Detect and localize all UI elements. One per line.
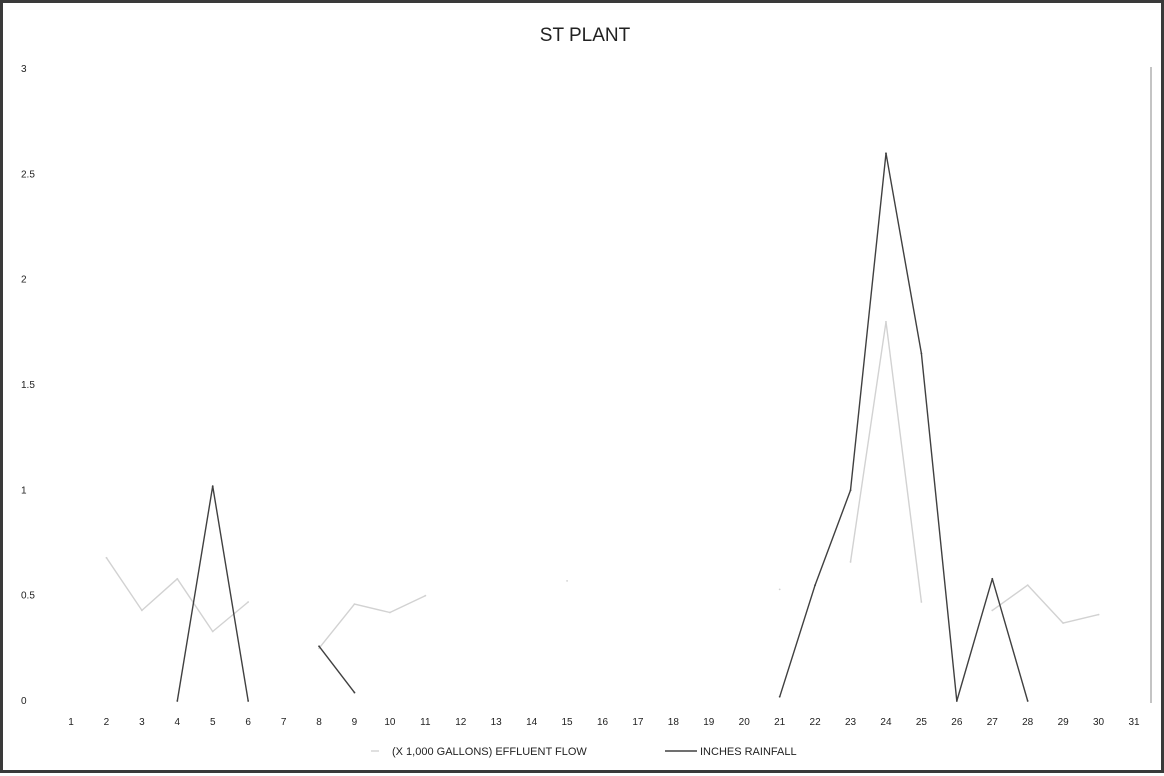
x-tick-label: 9 — [352, 717, 358, 728]
x-tick-label: 26 — [951, 717, 963, 728]
data-point — [1026, 584, 1029, 587]
x-tick-label: 2 — [104, 717, 110, 728]
series-line — [318, 645, 356, 694]
series-line — [849, 321, 923, 603]
x-tick-label: 11 — [420, 717, 431, 728]
x-tick-label: 30 — [1093, 717, 1105, 728]
series-line — [991, 584, 1099, 624]
x-tick-label: 13 — [491, 717, 503, 728]
data-point — [1062, 622, 1065, 624]
x-tick-label: 28 — [1022, 717, 1034, 728]
data-point — [176, 700, 179, 702]
x-tick-label: 31 — [1128, 717, 1140, 728]
data-point — [778, 695, 781, 698]
data-point — [885, 152, 887, 155]
x-tick-label: 16 — [597, 717, 609, 728]
x-tick-label: 17 — [632, 717, 644, 728]
x-axis-ticks: 1 2 3 4 5 6 7 8 9 10 11 12 13 14 15 16 17 18 19 20 21 22 23 24 2… — [68, 717, 1140, 728]
y-axis-ticks: 0 0.5 1 1.5 2 2.5 3 — [21, 64, 35, 707]
series-1 — [105, 320, 1100, 650]
data-point — [211, 485, 214, 488]
x-tick-label: 22 — [810, 717, 822, 728]
x-tick-label: 7 — [281, 717, 287, 728]
x-tick-label: 8 — [316, 717, 322, 728]
line-chart: ST PLANT 00.511.522.53 1 2 3 4 5 6 7 8 9 10 11 12 13… — [21, 25, 1152, 758]
chart-title: ST PLANT — [540, 25, 631, 46]
data-point — [140, 609, 143, 612]
data-point — [849, 489, 852, 492]
data-point — [247, 601, 250, 603]
series-line — [318, 595, 426, 649]
x-tick-label: 1 — [68, 717, 74, 728]
y-tick-label: 1 — [21, 485, 27, 496]
x-tick-label: 20 — [739, 717, 751, 728]
data-point — [566, 580, 568, 582]
data-point — [1026, 700, 1029, 702]
data-point — [176, 577, 179, 580]
x-tick-label: 12 — [455, 717, 467, 728]
x-tick-label: 15 — [562, 717, 574, 728]
data-point — [105, 556, 108, 559]
data-point — [991, 577, 994, 580]
x-tick-label: 23 — [845, 717, 857, 728]
x-tick-label: 5 — [210, 717, 216, 728]
x-tick-label: 21 — [774, 717, 786, 728]
y-tick-label: 2 — [21, 275, 27, 286]
legend-label: INCHES RAINFALL — [700, 746, 797, 758]
data-point — [920, 601, 923, 603]
data-point — [991, 609, 994, 612]
series-2 — [176, 152, 1029, 702]
data-point — [920, 352, 923, 355]
series-layer — [105, 152, 1100, 702]
x-tick-label: 3 — [139, 717, 145, 728]
series-line — [779, 152, 1029, 702]
x-tick-label: 10 — [384, 717, 396, 728]
y-tick-label: 0 — [21, 696, 27, 707]
data-point — [885, 320, 887, 323]
y-tick-label: 3 — [21, 64, 27, 75]
data-point — [424, 594, 427, 597]
data-point — [778, 588, 781, 591]
x-tick-label: 19 — [703, 717, 715, 728]
x-tick-label: 24 — [880, 717, 892, 728]
data-point — [1097, 613, 1100, 616]
y-tick-label: 2.5 — [21, 169, 35, 180]
data-point — [389, 611, 391, 614]
data-point — [353, 603, 356, 605]
x-tick-label: 25 — [916, 717, 928, 728]
data-point — [353, 691, 356, 694]
data-point — [318, 645, 320, 648]
x-tick-label: 18 — [668, 717, 680, 728]
x-tick-label: 27 — [987, 717, 999, 728]
data-point — [849, 561, 852, 563]
x-tick-label: 14 — [526, 717, 538, 728]
data-point — [955, 700, 958, 702]
data-point — [211, 630, 214, 633]
legend: (X 1,000 GALLONS) EFFLUENT FLOW INCHES RA… — [371, 746, 797, 758]
x-tick-label: 4 — [175, 717, 181, 728]
data-point — [247, 700, 250, 702]
data-point — [814, 584, 816, 587]
y-tick-label: 1.5 — [21, 380, 35, 391]
legend-label: (X 1,000 GALLONS) EFFLUENT FLOW — [392, 746, 587, 758]
x-tick-label: 29 — [1058, 717, 1070, 728]
x-tick-label: 6 — [245, 717, 251, 728]
y-tick-label: 0.5 — [21, 591, 35, 602]
